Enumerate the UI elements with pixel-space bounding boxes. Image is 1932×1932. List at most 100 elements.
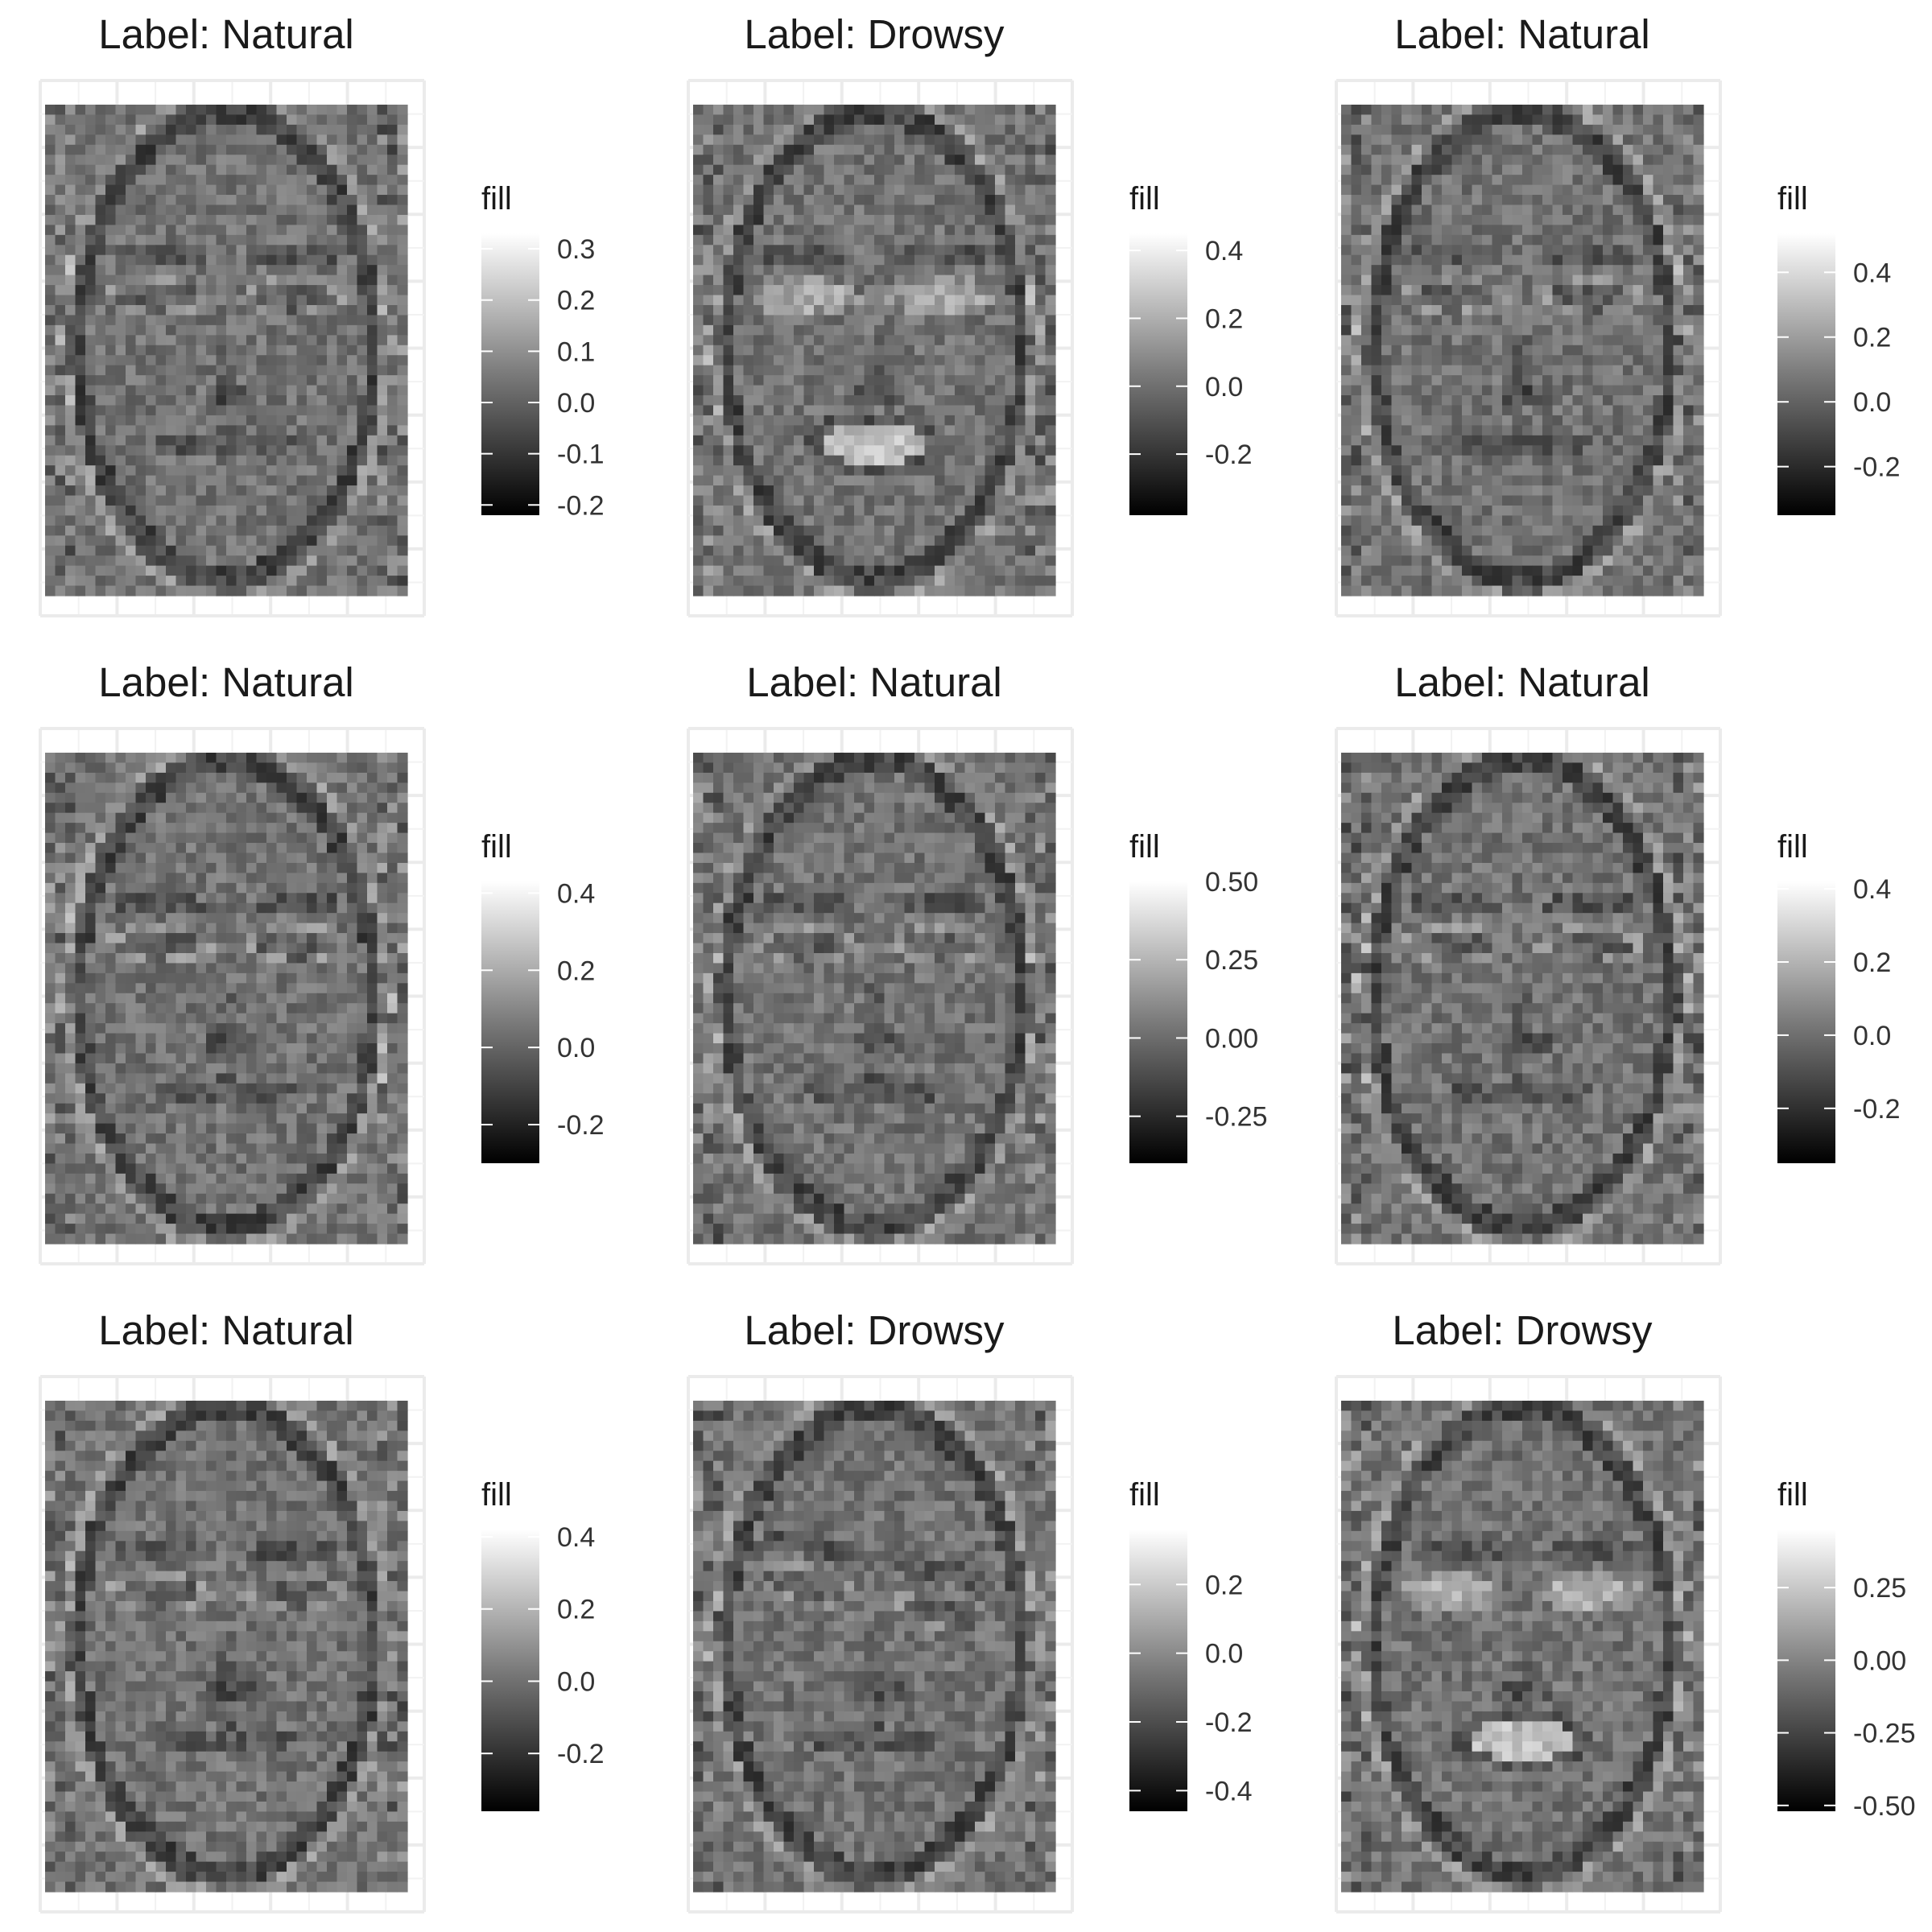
- heatmap-tile: [397, 175, 408, 186]
- heatmap-tile: [1653, 415, 1664, 426]
- heatmap-tile: [803, 295, 815, 306]
- heatmap-tile: [327, 445, 338, 456]
- heatmap-tile: [924, 214, 935, 225]
- heatmap-tile: [287, 445, 298, 456]
- heatmap-tile: [914, 415, 926, 426]
- heatmap-tile: [935, 225, 946, 236]
- heatmap-tile: [266, 585, 278, 597]
- heatmap-tile: [723, 254, 734, 266]
- heatmap-tile: [276, 275, 287, 286]
- heatmap-tile: [357, 425, 368, 436]
- heatmap-tile: [1351, 445, 1362, 456]
- heatmap-tile: [387, 455, 398, 466]
- heatmap-tile: [55, 335, 66, 346]
- heatmap-tile: [1512, 335, 1523, 346]
- heatmap-tile: [45, 254, 56, 266]
- heatmap-tile: [266, 105, 278, 116]
- heatmap-tile: [985, 204, 996, 216]
- heatmap-tile: [824, 175, 835, 186]
- heatmap-tile: [336, 324, 348, 336]
- heatmap-tile: [1512, 285, 1523, 296]
- heatmap-tile: [105, 144, 117, 155]
- heatmap-tile: [196, 144, 207, 155]
- heatmap-tile: [975, 405, 986, 416]
- heatmap-tile: [1422, 105, 1433, 116]
- heatmap-tile: [693, 315, 704, 326]
- heatmap-tile: [985, 565, 996, 576]
- heatmap-tile: [763, 134, 774, 146]
- heatmap-tile: [115, 585, 126, 597]
- heatmap-tile: [347, 304, 358, 316]
- heatmap-tile: [226, 415, 237, 426]
- heatmap-tile: [864, 555, 875, 567]
- heatmap-tile: [1542, 285, 1554, 296]
- heatmap-tile: [1472, 375, 1483, 386]
- heatmap-tile: [803, 324, 815, 336]
- heatmap-tile: [266, 395, 278, 407]
- heatmap-tile: [723, 195, 734, 206]
- heatmap-tile: [166, 275, 177, 286]
- heatmap-tile: [733, 265, 745, 276]
- heatmap-tile: [1653, 214, 1664, 225]
- heatmap-tile: [1502, 415, 1513, 426]
- heatmap-tile: [266, 455, 278, 466]
- heatmap-tile: [1542, 184, 1554, 196]
- heatmap-tile: [397, 545, 408, 556]
- heatmap-tile: [844, 275, 855, 286]
- heatmap-tile: [266, 435, 278, 446]
- heatmap-tile: [287, 105, 298, 116]
- heatmap-tile: [713, 304, 724, 316]
- heatmap-tile: [1542, 204, 1554, 216]
- heatmap-tile: [1391, 425, 1402, 436]
- heatmap-tile: [327, 164, 338, 175]
- heatmap-tile: [985, 234, 996, 246]
- heatmap-tile: [146, 225, 157, 236]
- heatmap-tile: [753, 245, 765, 256]
- heatmap-tile: [65, 405, 76, 416]
- heatmap-tile: [964, 576, 976, 587]
- heatmap-tile: [1542, 425, 1554, 436]
- heatmap-tile: [367, 225, 378, 236]
- heatmap-tile: [693, 445, 704, 456]
- heatmap-tile: [387, 234, 398, 246]
- heatmap-tile: [783, 214, 795, 225]
- heatmap-tile: [126, 435, 137, 446]
- heatmap-tile: [226, 234, 237, 246]
- heatmap-tile: [844, 585, 855, 597]
- heatmap-tile: [146, 585, 157, 597]
- heatmap-tile: [1663, 285, 1674, 296]
- heatmap-tile: [1015, 105, 1026, 116]
- heatmap-tile: [155, 175, 167, 186]
- heatmap-tile: [266, 465, 278, 477]
- heatmap-tile: [924, 465, 935, 477]
- heatmap-tile: [387, 545, 398, 556]
- heatmap-tile: [367, 335, 378, 346]
- heatmap-tile: [1442, 234, 1453, 246]
- heatmap-tile: [1583, 155, 1594, 166]
- heatmap-tile: [944, 395, 956, 407]
- heatmap-tile: [743, 164, 754, 175]
- heatmap-tile: [964, 505, 976, 517]
- heatmap-tile: [763, 385, 774, 396]
- heatmap-tile: [964, 184, 976, 196]
- heatmap-tile: [256, 535, 267, 547]
- heatmap-tile: [387, 565, 398, 576]
- heatmap-tile: [236, 335, 247, 346]
- heatmap-tile: [1552, 204, 1563, 216]
- legend-tick-label: 0.2: [1205, 303, 1243, 334]
- heatmap-tile: [1623, 114, 1634, 126]
- heatmap-tile: [316, 505, 328, 517]
- heatmap-tile: [186, 164, 197, 175]
- heatmap-tile: [307, 225, 318, 236]
- heatmap-tile: [1035, 535, 1046, 547]
- heatmap-tile: [824, 565, 835, 576]
- heatmap-tile: [1492, 124, 1503, 135]
- heatmap-tile: [1431, 214, 1443, 225]
- heatmap-tile: [874, 275, 886, 286]
- heatmap-tile: [1025, 304, 1036, 316]
- heatmap-tile: [1411, 265, 1422, 276]
- heatmap-tile: [115, 335, 126, 346]
- heatmap-tile: [1572, 455, 1583, 466]
- heatmap-tile: [1563, 195, 1574, 206]
